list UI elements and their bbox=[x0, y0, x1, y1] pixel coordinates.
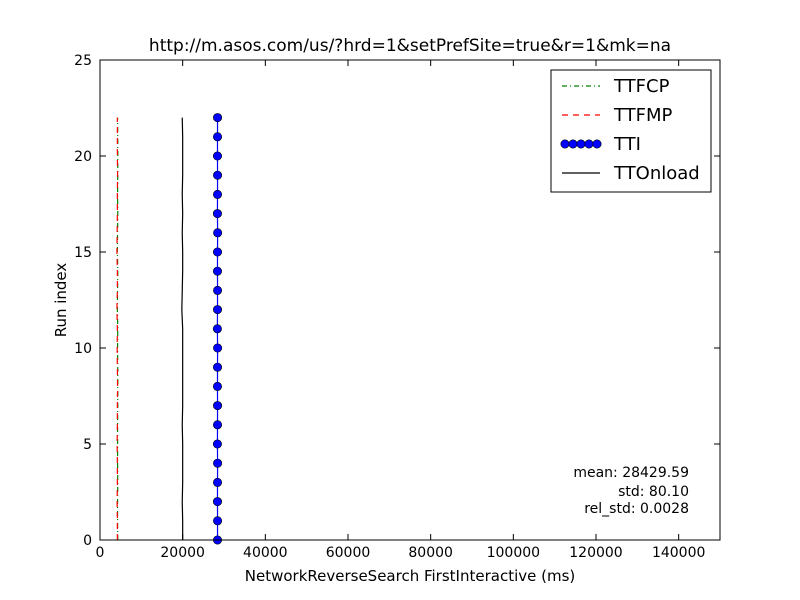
data-point-tti bbox=[213, 189, 223, 199]
data-point-tti bbox=[213, 228, 223, 238]
y-tick-label: 0 bbox=[83, 533, 92, 549]
stats-rel-std: rel_std: 0.0028 bbox=[584, 501, 689, 517]
legend-label: TTFCP bbox=[613, 76, 670, 97]
y-tick-label: 10 bbox=[74, 341, 92, 357]
series-line-ttfmp bbox=[116, 117, 119, 540]
data-point-tti bbox=[212, 151, 222, 161]
data-point-tti bbox=[212, 324, 222, 334]
x-axis-label: NetworkReverseSearch FirstInteractive (m… bbox=[245, 567, 576, 585]
x-tick-label: 80000 bbox=[408, 545, 453, 561]
data-point-tti bbox=[212, 209, 222, 219]
data-point-tti bbox=[212, 381, 222, 391]
data-point-tti bbox=[213, 477, 223, 487]
stats-std: std: 80.10 bbox=[618, 484, 689, 500]
plot-data-layer bbox=[116, 113, 223, 545]
data-point-tti bbox=[212, 497, 222, 507]
series-line-ttonload bbox=[181, 117, 184, 540]
stats-mean: mean: 28429.59 bbox=[573, 465, 689, 481]
x-tick-label: 20000 bbox=[160, 545, 205, 561]
legend-label: TTI bbox=[613, 134, 641, 155]
data-point-tti bbox=[213, 401, 223, 411]
legend-marker bbox=[568, 139, 578, 149]
legend-label: TTOnload bbox=[613, 163, 700, 184]
data-point-tti bbox=[213, 113, 223, 123]
x-tick-label: 40000 bbox=[243, 545, 288, 561]
data-point-tti bbox=[213, 247, 223, 257]
x-axis-ticks: 0 20000 40000 60000 80000 100000 120000 140000 bbox=[96, 60, 705, 561]
legend-marker bbox=[576, 139, 586, 149]
x-tick-label: 140000 bbox=[652, 545, 705, 561]
legend-frame bbox=[550, 69, 712, 193]
x-tick-label: 0 bbox=[96, 545, 105, 561]
legend-item-ttfmp: TTFMP bbox=[562, 105, 673, 126]
stats-annotation: mean: 28429.59 std: 80.10 rel_std: 0.002… bbox=[573, 465, 689, 517]
x-tick-label: 120000 bbox=[569, 545, 622, 561]
data-point-tti bbox=[213, 362, 223, 372]
legend-marker bbox=[584, 139, 594, 149]
legend-marker bbox=[560, 139, 570, 149]
y-tick-label: 25 bbox=[74, 53, 92, 69]
legend-item-ttfcp: TTFCP bbox=[562, 76, 670, 97]
data-point-tti bbox=[213, 132, 223, 142]
x-tick-label: 100000 bbox=[487, 545, 540, 561]
plot-frame bbox=[99, 59, 721, 541]
data-point-tti bbox=[212, 439, 222, 449]
y-axis-ticks: 0 5 10 15 20 25 bbox=[74, 53, 720, 549]
y-tick-label: 20 bbox=[74, 149, 92, 165]
data-point-tti bbox=[213, 420, 223, 430]
legend-marker bbox=[592, 139, 602, 149]
data-point-tti bbox=[213, 458, 223, 468]
chart-title: http://m.asos.com/us/?hrd=1&setPrefSite=… bbox=[149, 36, 671, 56]
legend-item-ttonload: TTOnload bbox=[562, 163, 700, 184]
data-point-tti bbox=[213, 285, 223, 295]
y-axis-label: Run index bbox=[52, 263, 70, 338]
data-point-tti bbox=[213, 305, 223, 315]
data-point-tti bbox=[212, 266, 222, 276]
data-point-tti bbox=[213, 343, 223, 353]
legend-item-tti: TTI bbox=[560, 134, 641, 155]
data-point-tti bbox=[213, 516, 223, 526]
x-tick-label: 60000 bbox=[326, 545, 371, 561]
y-tick-label: 5 bbox=[83, 437, 92, 453]
data-point-tti bbox=[213, 170, 223, 180]
legend-label: TTFMP bbox=[613, 105, 673, 126]
chart-legend: TTFCP TTFMP TTI TTOnload bbox=[550, 69, 712, 193]
y-tick-label: 15 bbox=[74, 245, 92, 261]
